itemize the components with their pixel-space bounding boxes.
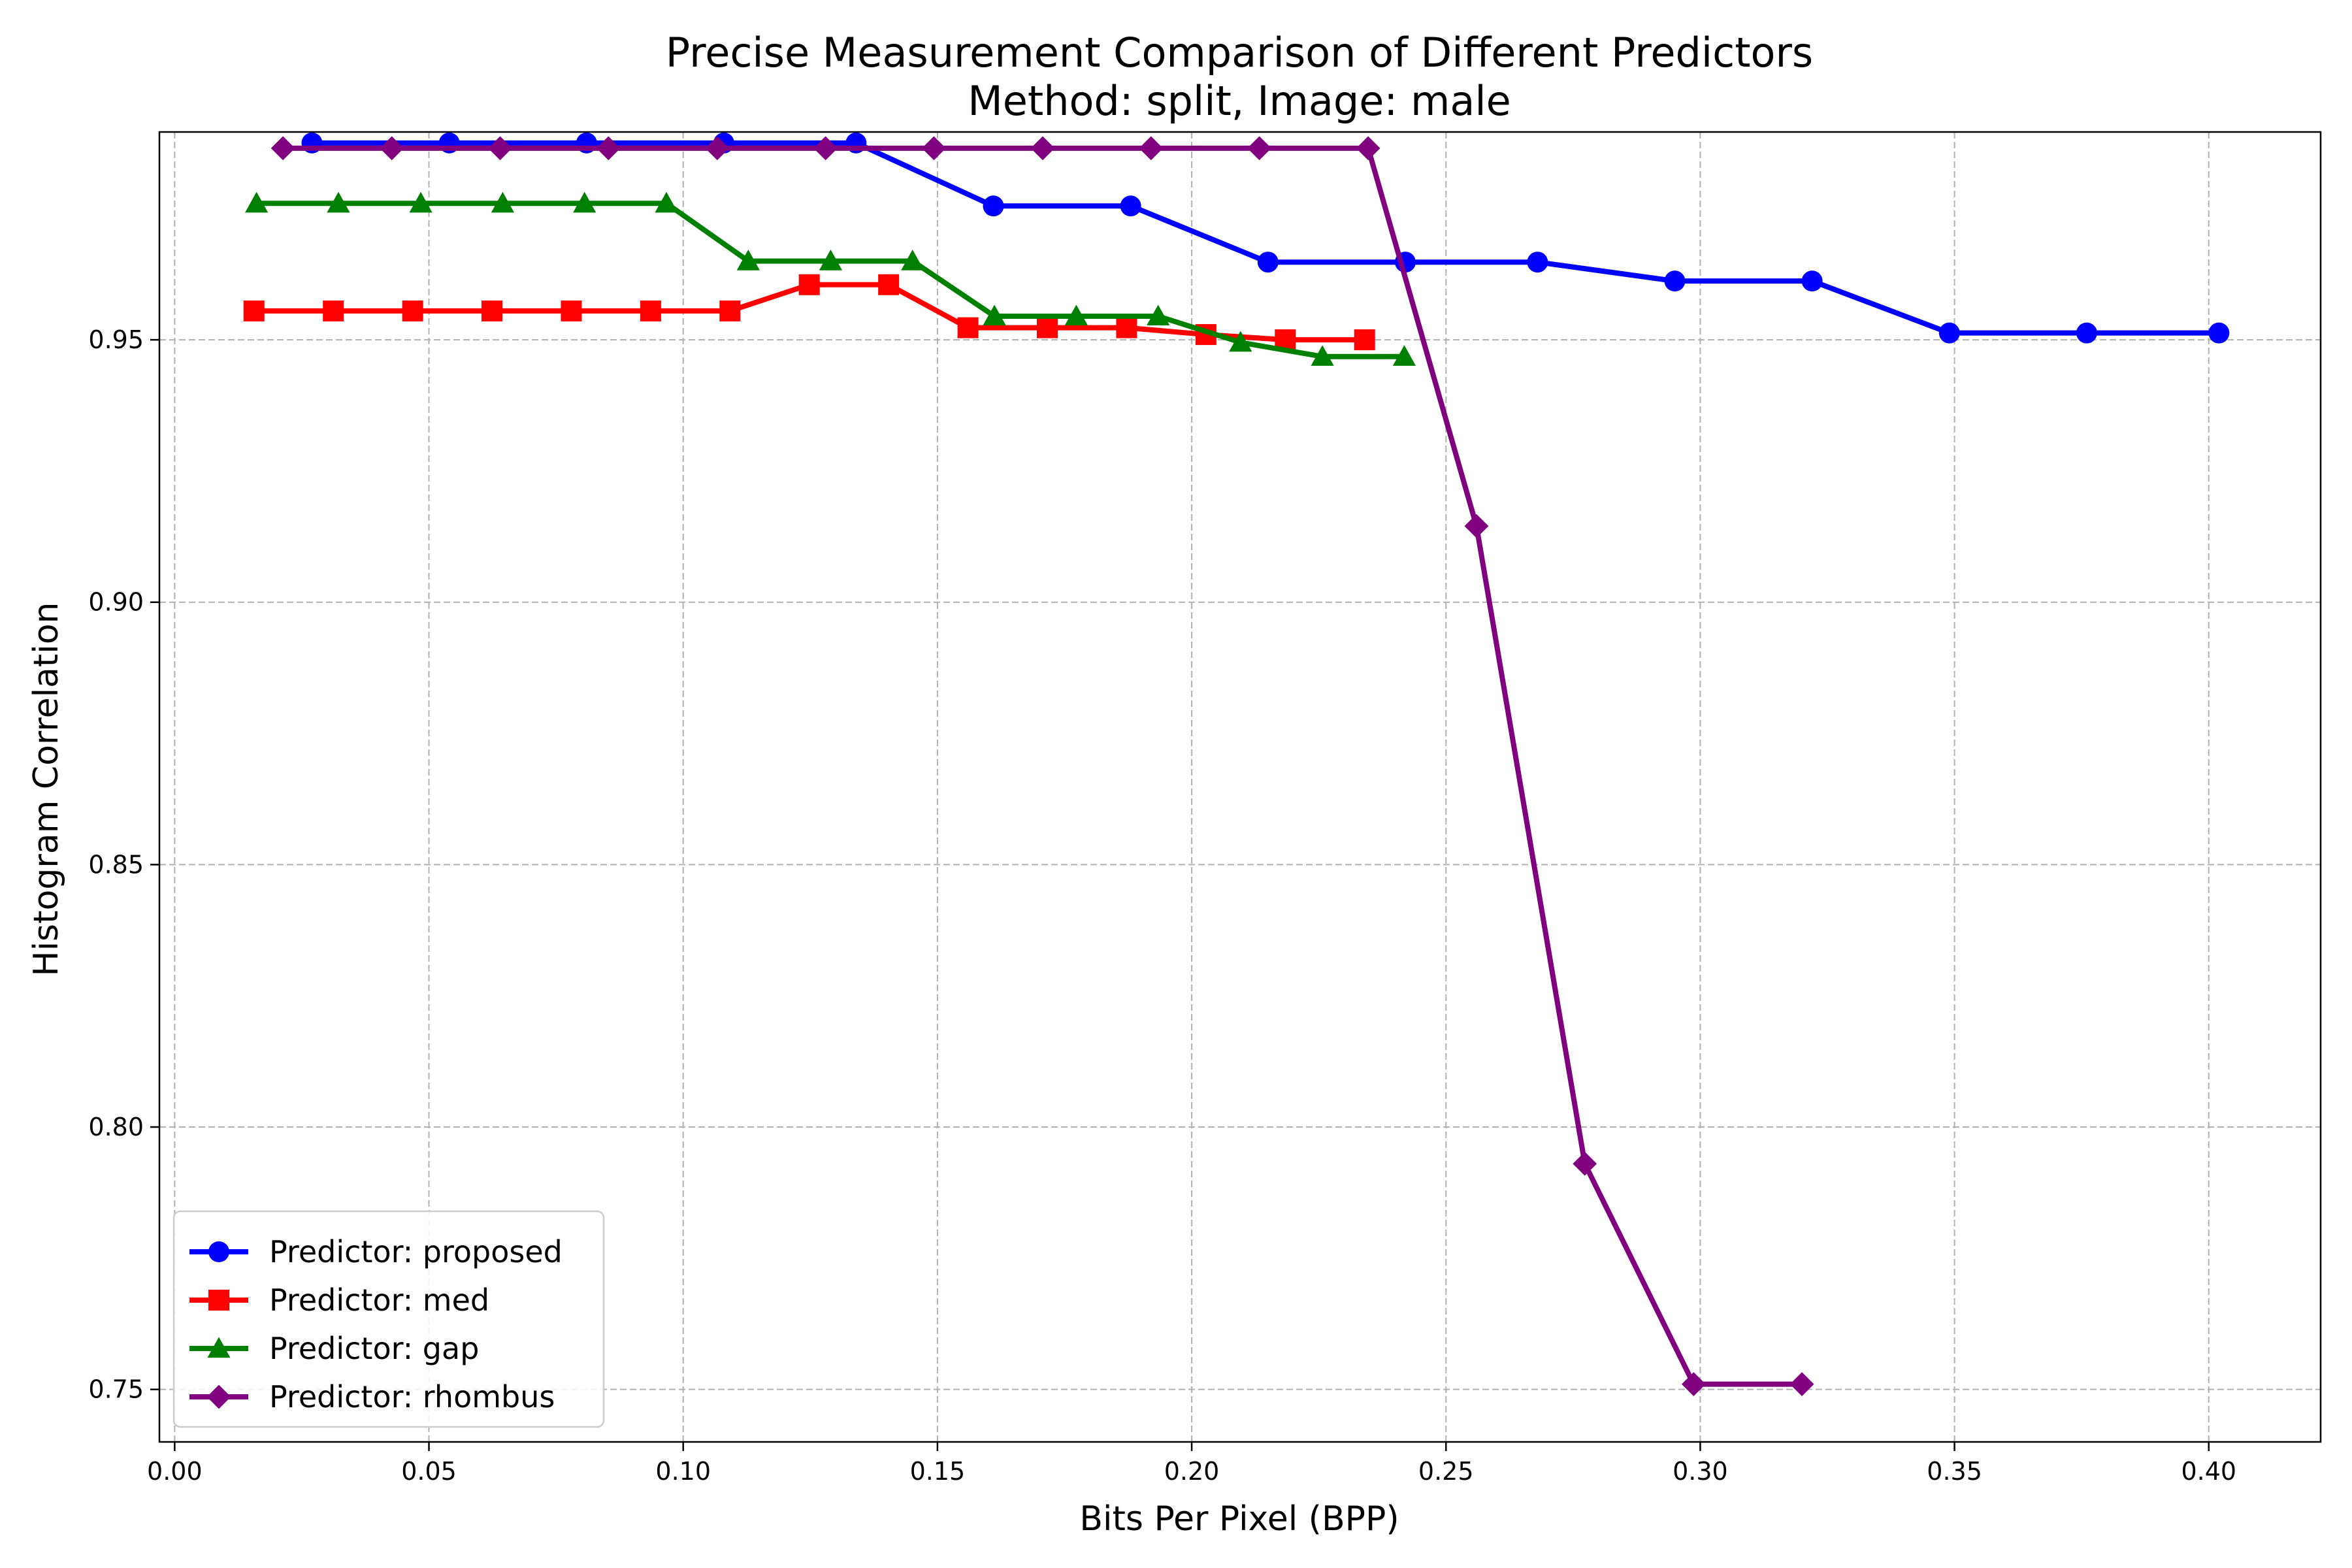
x-tick-label: 0.20	[1164, 1457, 1220, 1486]
data-point-proposed	[1664, 270, 1686, 292]
chart-subtitle: Method: split, Image: male	[968, 77, 1511, 125]
data-point-proposed	[2208, 322, 2230, 344]
series-med	[243, 274, 1375, 351]
axis-ticks: 0.00 0.05 0.10 0.15 0.20 0.25 0.30 0.35 0.40 0.75…	[88, 325, 2236, 1486]
data-point-gap	[491, 191, 514, 213]
data-point-rhombus	[705, 136, 730, 161]
legend-swatch-marker	[207, 1337, 231, 1358]
legend-item-rhombus: Predictor: rhombus	[189, 1379, 555, 1414]
data-point-gap	[573, 191, 596, 213]
data-point-rhombus	[1464, 514, 1489, 538]
legend-item-med: Predictor: med	[189, 1282, 489, 1318]
data-point-gap	[1147, 304, 1170, 326]
legend-item-gap: Predictor: gap	[189, 1331, 479, 1366]
data-point-rhombus	[1681, 1372, 1706, 1397]
data-point-med	[719, 300, 741, 321]
data-point-gap	[736, 250, 760, 270]
data-point-rhombus	[596, 136, 621, 161]
x-tick-label: 0.10	[655, 1457, 711, 1486]
data-point-rhombus	[270, 136, 295, 161]
x-axis-label: Bits Per Pixel (BPP)	[1079, 1499, 1399, 1539]
plot-frame	[158, 131, 2322, 1443]
x-tick-label: 0.05	[401, 1457, 457, 1486]
data-point-rhombus	[1789, 1372, 1814, 1397]
data-point-rhombus	[1139, 136, 1164, 161]
legend-label: Predictor: proposed	[269, 1234, 563, 1269]
series-line-proposed	[309, 140, 2222, 336]
data-point-rhombus	[1247, 136, 1271, 161]
data-point-gap	[1392, 345, 1416, 366]
legend-label: Predictor: rhombus	[269, 1379, 555, 1414]
plot-series	[243, 132, 2230, 1397]
data-point-rhombus	[813, 136, 838, 161]
y-tick-label: 0.75	[88, 1375, 144, 1404]
data-point-med	[798, 274, 820, 295]
legend-swatch-marker	[208, 1241, 229, 1262]
data-point-med	[482, 300, 503, 321]
data-point-rhombus	[488, 136, 512, 161]
data-point-proposed	[1938, 322, 1960, 344]
data-point-med	[1116, 317, 1137, 338]
data-point-med	[402, 300, 423, 321]
data-point-rhombus	[1356, 136, 1380, 161]
data-point-gap	[655, 191, 678, 213]
x-tick-label: 0.35	[1927, 1457, 1982, 1486]
data-point-proposed	[1527, 252, 1548, 273]
legend-swatch-marker	[208, 1290, 229, 1311]
legend: Predictor: proposed Predictor: med Predict…	[172, 1210, 605, 1428]
chart-title: Precise Measurement Comparison of Differ…	[666, 29, 1813, 76]
data-point-gap	[327, 191, 350, 213]
data-point-med	[640, 300, 661, 321]
series-rhombus	[270, 136, 1814, 1397]
data-point-gap	[409, 191, 433, 213]
data-point-gap	[983, 304, 1006, 326]
data-point-med	[878, 274, 900, 295]
x-tick-label: 0.40	[2181, 1457, 2236, 1486]
y-tick-label: 0.85	[88, 850, 144, 879]
y-tick-label: 0.90	[88, 588, 144, 617]
data-point-gap	[1311, 345, 1334, 366]
data-point-proposed	[1120, 195, 1141, 217]
data-point-med	[323, 300, 344, 321]
data-point-rhombus	[1573, 1151, 1597, 1176]
data-point-gap	[1229, 331, 1252, 352]
legend-box	[172, 1210, 605, 1428]
x-tick-label: 0.00	[147, 1457, 203, 1486]
data-point-rhombus	[922, 136, 946, 161]
x-tick-label: 0.30	[1673, 1457, 1728, 1486]
data-point-gap	[245, 191, 269, 213]
y-tick-label: 0.95	[88, 325, 144, 354]
data-point-proposed	[1257, 252, 1279, 273]
data-point-proposed	[2076, 322, 2097, 344]
y-axis-label: Histogram Correlation	[27, 602, 66, 976]
data-point-rhombus	[380, 136, 404, 161]
data-point-proposed	[1801, 270, 1823, 292]
data-point-gap	[819, 250, 843, 270]
x-tick-label: 0.15	[910, 1457, 966, 1486]
data-point-gap	[1064, 304, 1088, 326]
y-tick-label: 0.80	[88, 1113, 144, 1141]
data-point-med	[561, 300, 582, 321]
x-tick-label: 0.25	[1418, 1457, 1474, 1486]
data-point-rhombus	[1030, 136, 1055, 161]
data-point-med	[1037, 317, 1058, 338]
legend-item-proposed: Predictor: proposed	[189, 1234, 563, 1269]
data-point-med	[957, 317, 979, 338]
legend-label: Predictor: gap	[269, 1331, 479, 1366]
data-point-gap	[901, 250, 924, 270]
data-point-med	[243, 300, 265, 321]
data-point-med	[1354, 329, 1375, 351]
data-point-proposed	[983, 195, 1004, 217]
series-gap	[245, 191, 1416, 366]
legend-label: Predictor: med	[269, 1282, 489, 1318]
legend-swatch-marker	[206, 1384, 231, 1409]
